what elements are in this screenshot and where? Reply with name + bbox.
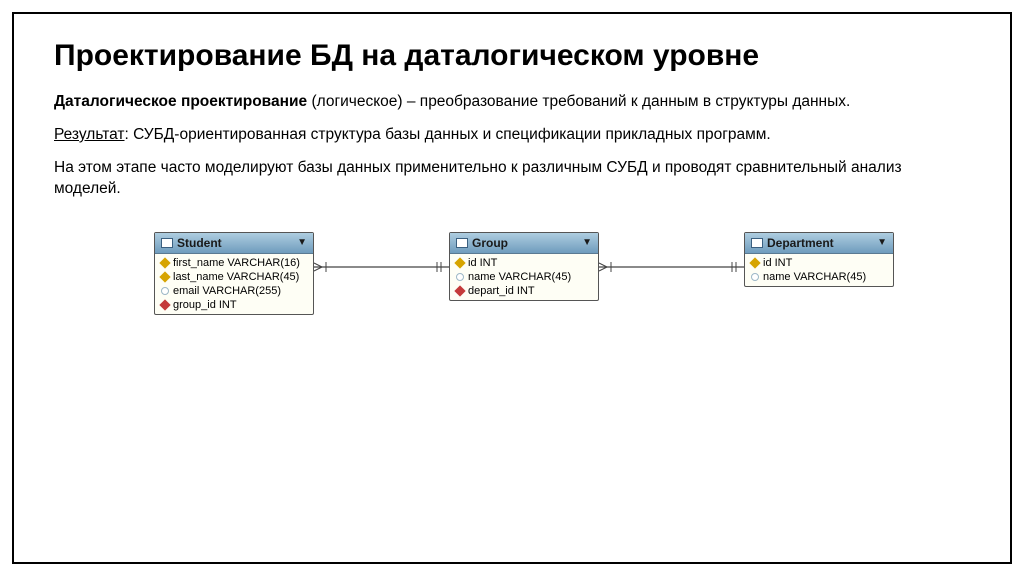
- collapse-arrow-icon: ▼: [877, 237, 887, 248]
- er-table-header: Department ▼: [745, 233, 893, 254]
- collapse-arrow-icon: ▼: [582, 237, 592, 248]
- er-field: depart_id INT: [450, 284, 598, 298]
- er-field-label: group_id INT: [173, 299, 237, 311]
- paragraph-2: Результат: СУБД-ориентированная структур…: [54, 125, 970, 146]
- field-marker-icon: [751, 273, 759, 281]
- paragraph-3: На этом этапе часто моделируют базы данн…: [54, 158, 970, 200]
- field-marker-icon: [161, 287, 169, 295]
- field-marker-icon: [159, 299, 170, 310]
- er-connector: [599, 262, 744, 272]
- paragraph-1-rest: (логическое) – преобразование требований…: [307, 93, 850, 110]
- er-field-label: depart_id INT: [468, 285, 535, 297]
- paragraph-2-rest: : СУБД-ориентированная структура базы да…: [125, 126, 771, 143]
- er-field: id INT: [745, 256, 893, 270]
- er-field: id INT: [450, 256, 598, 270]
- result-label: Результат: [54, 126, 125, 143]
- er-field: first_name VARCHAR(16): [155, 256, 313, 270]
- er-table-header: Group ▼: [450, 233, 598, 254]
- er-field-label: last_name VARCHAR(45): [173, 271, 299, 283]
- er-field: last_name VARCHAR(45): [155, 270, 313, 284]
- er-field: group_id INT: [155, 298, 313, 312]
- er-connector: [314, 262, 449, 272]
- field-marker-icon: [749, 257, 760, 268]
- field-marker-icon: [159, 257, 170, 268]
- field-marker-icon: [454, 257, 465, 268]
- er-field-label: id INT: [468, 257, 497, 269]
- table-icon: [456, 238, 468, 248]
- er-field: email VARCHAR(255): [155, 284, 313, 298]
- er-table-name: Student: [177, 236, 222, 250]
- er-field: name VARCHAR(45): [450, 270, 598, 284]
- er-table-name: Group: [472, 236, 508, 250]
- term-bold: Даталогическое проектирование: [54, 93, 307, 110]
- er-field-label: name VARCHAR(45): [468, 271, 571, 283]
- er-field-label: name VARCHAR(45): [763, 271, 866, 283]
- slide-title: Проектирование БД на даталогическом уров…: [54, 38, 970, 74]
- collapse-arrow-icon: ▼: [297, 237, 307, 248]
- er-field-label: email VARCHAR(255): [173, 285, 281, 297]
- paragraph-1: Даталогическое проектирование (логическо…: [54, 92, 970, 113]
- slide-frame: Проектирование БД на даталогическом уров…: [12, 12, 1012, 564]
- field-marker-icon: [159, 271, 170, 282]
- er-table-student: Student ▼ first_name VARCHAR(16) last_name …: [154, 232, 314, 315]
- er-field-label: id INT: [763, 257, 792, 269]
- er-table-body: id INT name VARCHAR(45): [745, 254, 893, 286]
- erd-diagram: Student ▼ first_name VARCHAR(16) last_name …: [54, 212, 970, 412]
- er-table-department: Department ▼ id INT name VARCHAR(45): [744, 232, 894, 287]
- er-table-body: first_name VARCHAR(16) last_name VARCHAR(…: [155, 254, 313, 314]
- er-table-header: Student ▼: [155, 233, 313, 254]
- er-field: name VARCHAR(45): [745, 270, 893, 284]
- field-marker-icon: [454, 285, 465, 296]
- table-icon: [751, 238, 763, 248]
- er-field-label: first_name VARCHAR(16): [173, 257, 300, 269]
- field-marker-icon: [456, 273, 464, 281]
- er-table-name: Department: [767, 236, 834, 250]
- table-icon: [161, 238, 173, 248]
- er-table-group: Group ▼ id INT name VARCHAR(45) depart_id IN…: [449, 232, 599, 301]
- er-table-body: id INT name VARCHAR(45) depart_id INT: [450, 254, 598, 300]
